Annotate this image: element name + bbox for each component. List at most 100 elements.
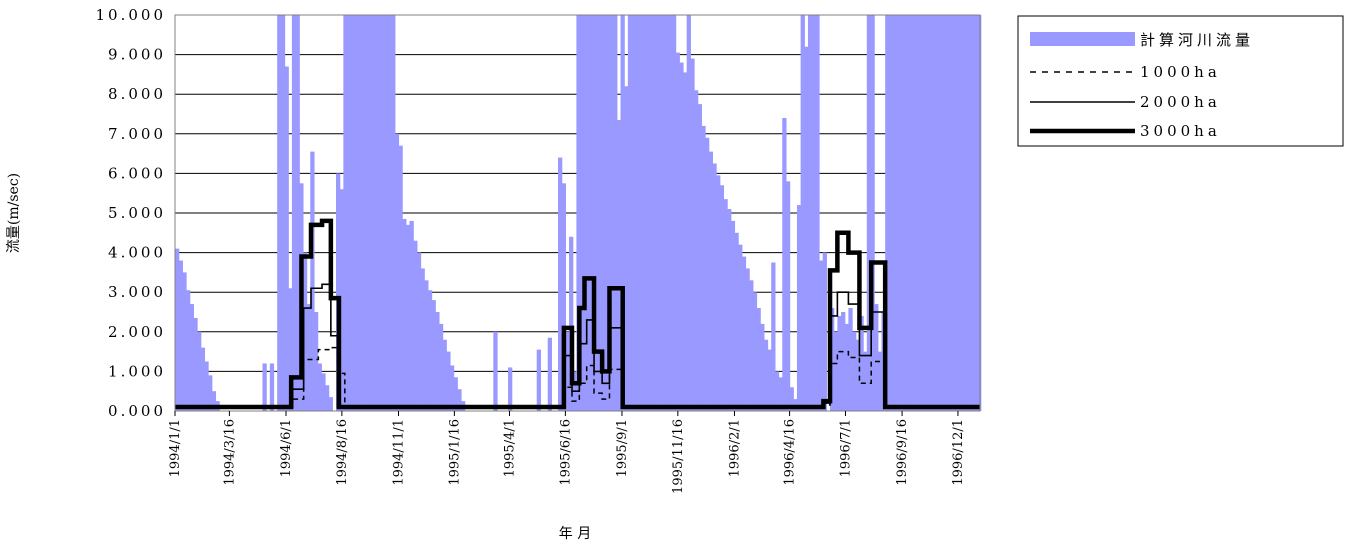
flow-bar [679, 62, 684, 412]
y-tick-label: 1.000 [108, 362, 166, 380]
flow-bar [907, 15, 912, 411]
flow-bar [609, 15, 614, 411]
flow-bar [664, 15, 669, 411]
flow-bar [936, 15, 941, 411]
x-tick-label: 1995/6/16 [558, 419, 573, 486]
flow-bar [701, 125, 706, 411]
flow-bar [402, 218, 407, 411]
flow-bar [284, 66, 289, 411]
x-tick-label: 1995/4/1 [502, 419, 517, 477]
flow-bar [716, 175, 721, 411]
flow-bar [815, 15, 820, 411]
x-tick-label: 1994/11/1 [391, 419, 406, 486]
flow-bar [918, 15, 923, 411]
flow-bar [200, 347, 206, 411]
flow-bar [627, 15, 633, 411]
flow-bar [694, 90, 699, 412]
flow-bar [730, 220, 736, 411]
flow-bar [811, 15, 816, 411]
y-tick-label: 5.000 [108, 204, 166, 222]
flow-bar [734, 232, 739, 411]
flow-bar [536, 349, 541, 411]
x-tick-label: 1994/8/16 [335, 419, 350, 486]
flow-bar [940, 15, 945, 411]
flow-bar [642, 15, 647, 411]
flow-bar [358, 15, 363, 411]
flow-bar [649, 15, 655, 411]
flow-bar [675, 52, 680, 412]
flow-bar [372, 15, 378, 411]
flow-bar [598, 15, 603, 411]
flow-bar [800, 15, 805, 411]
flow-bar [197, 331, 202, 411]
flow-bar [383, 15, 389, 411]
flow-bar [708, 151, 714, 411]
x-tick-label: 1995/9/1 [615, 419, 630, 477]
flow-bar [969, 15, 974, 411]
flow-bar [763, 339, 769, 411]
flow-bar [855, 339, 861, 411]
flow-bar [317, 363, 322, 411]
flow-bar [705, 137, 710, 411]
flow-bar [620, 15, 625, 411]
flow-bar [361, 15, 367, 411]
flow-bar [387, 15, 392, 411]
flow-bar [558, 157, 563, 411]
flow-bar [561, 183, 566, 411]
series-line-1000ha [175, 346, 980, 408]
legend: 計算河川流量 1000ha 2000ha 3000ha [1017, 15, 1344, 147]
flow-bar [646, 15, 651, 411]
flow-bar [405, 224, 411, 411]
flow-bar [958, 15, 963, 411]
flow-bar [723, 199, 728, 411]
flow-bar [841, 312, 846, 411]
legend-swatch-flow [1030, 32, 1135, 46]
x-tick-label: 1994/3/16 [222, 419, 237, 486]
flow-bar [638, 15, 644, 411]
flow-bar [324, 385, 330, 411]
flow-bar [613, 15, 618, 411]
flow-bar [738, 244, 743, 411]
x-tick-label: 1994/1/1 [168, 419, 183, 477]
y-tick-label: 4.000 [108, 244, 166, 262]
flow-bar [262, 363, 267, 411]
x-tick-label: 1996/7/1 [838, 419, 853, 477]
flow-bar [211, 391, 217, 411]
flow-bar [899, 15, 905, 411]
flow-bar [962, 15, 967, 411]
flow-bar [778, 377, 783, 411]
y-tick-label: 0.000 [108, 402, 166, 420]
flow-bar [427, 290, 433, 411]
flow-bar [690, 58, 695, 412]
flow-bar [660, 15, 666, 411]
flow-bar [442, 339, 447, 411]
legend-label-flow: 計算河川流量 [1140, 31, 1254, 49]
flow-bar [804, 46, 809, 412]
flow-bar [682, 72, 688, 412]
x-tick-label: 1996/2/1 [727, 419, 742, 477]
flow-bar [435, 312, 440, 411]
x-tick-label: 1996/9/16 [895, 419, 910, 486]
flow-bar [863, 351, 868, 411]
flow-bar [208, 375, 213, 411]
plot-frame [174, 14, 981, 412]
flow-bar [580, 15, 585, 411]
flow-bar [635, 15, 640, 411]
flow-bar [277, 15, 282, 411]
flow-bar [888, 15, 894, 411]
legend-label-2000ha: 2000ha [1140, 93, 1221, 111]
flow-bar [413, 240, 418, 411]
flow-bar [756, 308, 761, 411]
flow-bar [955, 15, 960, 411]
flow-bar [343, 15, 348, 411]
legend-label-3000ha: 3000ha [1140, 122, 1221, 140]
flow-bar [789, 387, 794, 411]
flow-bar [369, 15, 374, 411]
flow-bar [616, 119, 622, 411]
flow-bar [624, 86, 629, 411]
flow-bar [365, 15, 370, 411]
flow-bar [576, 15, 581, 411]
flow-bar [306, 304, 311, 411]
flow-bar [391, 15, 396, 411]
flow-bar [760, 323, 765, 411]
